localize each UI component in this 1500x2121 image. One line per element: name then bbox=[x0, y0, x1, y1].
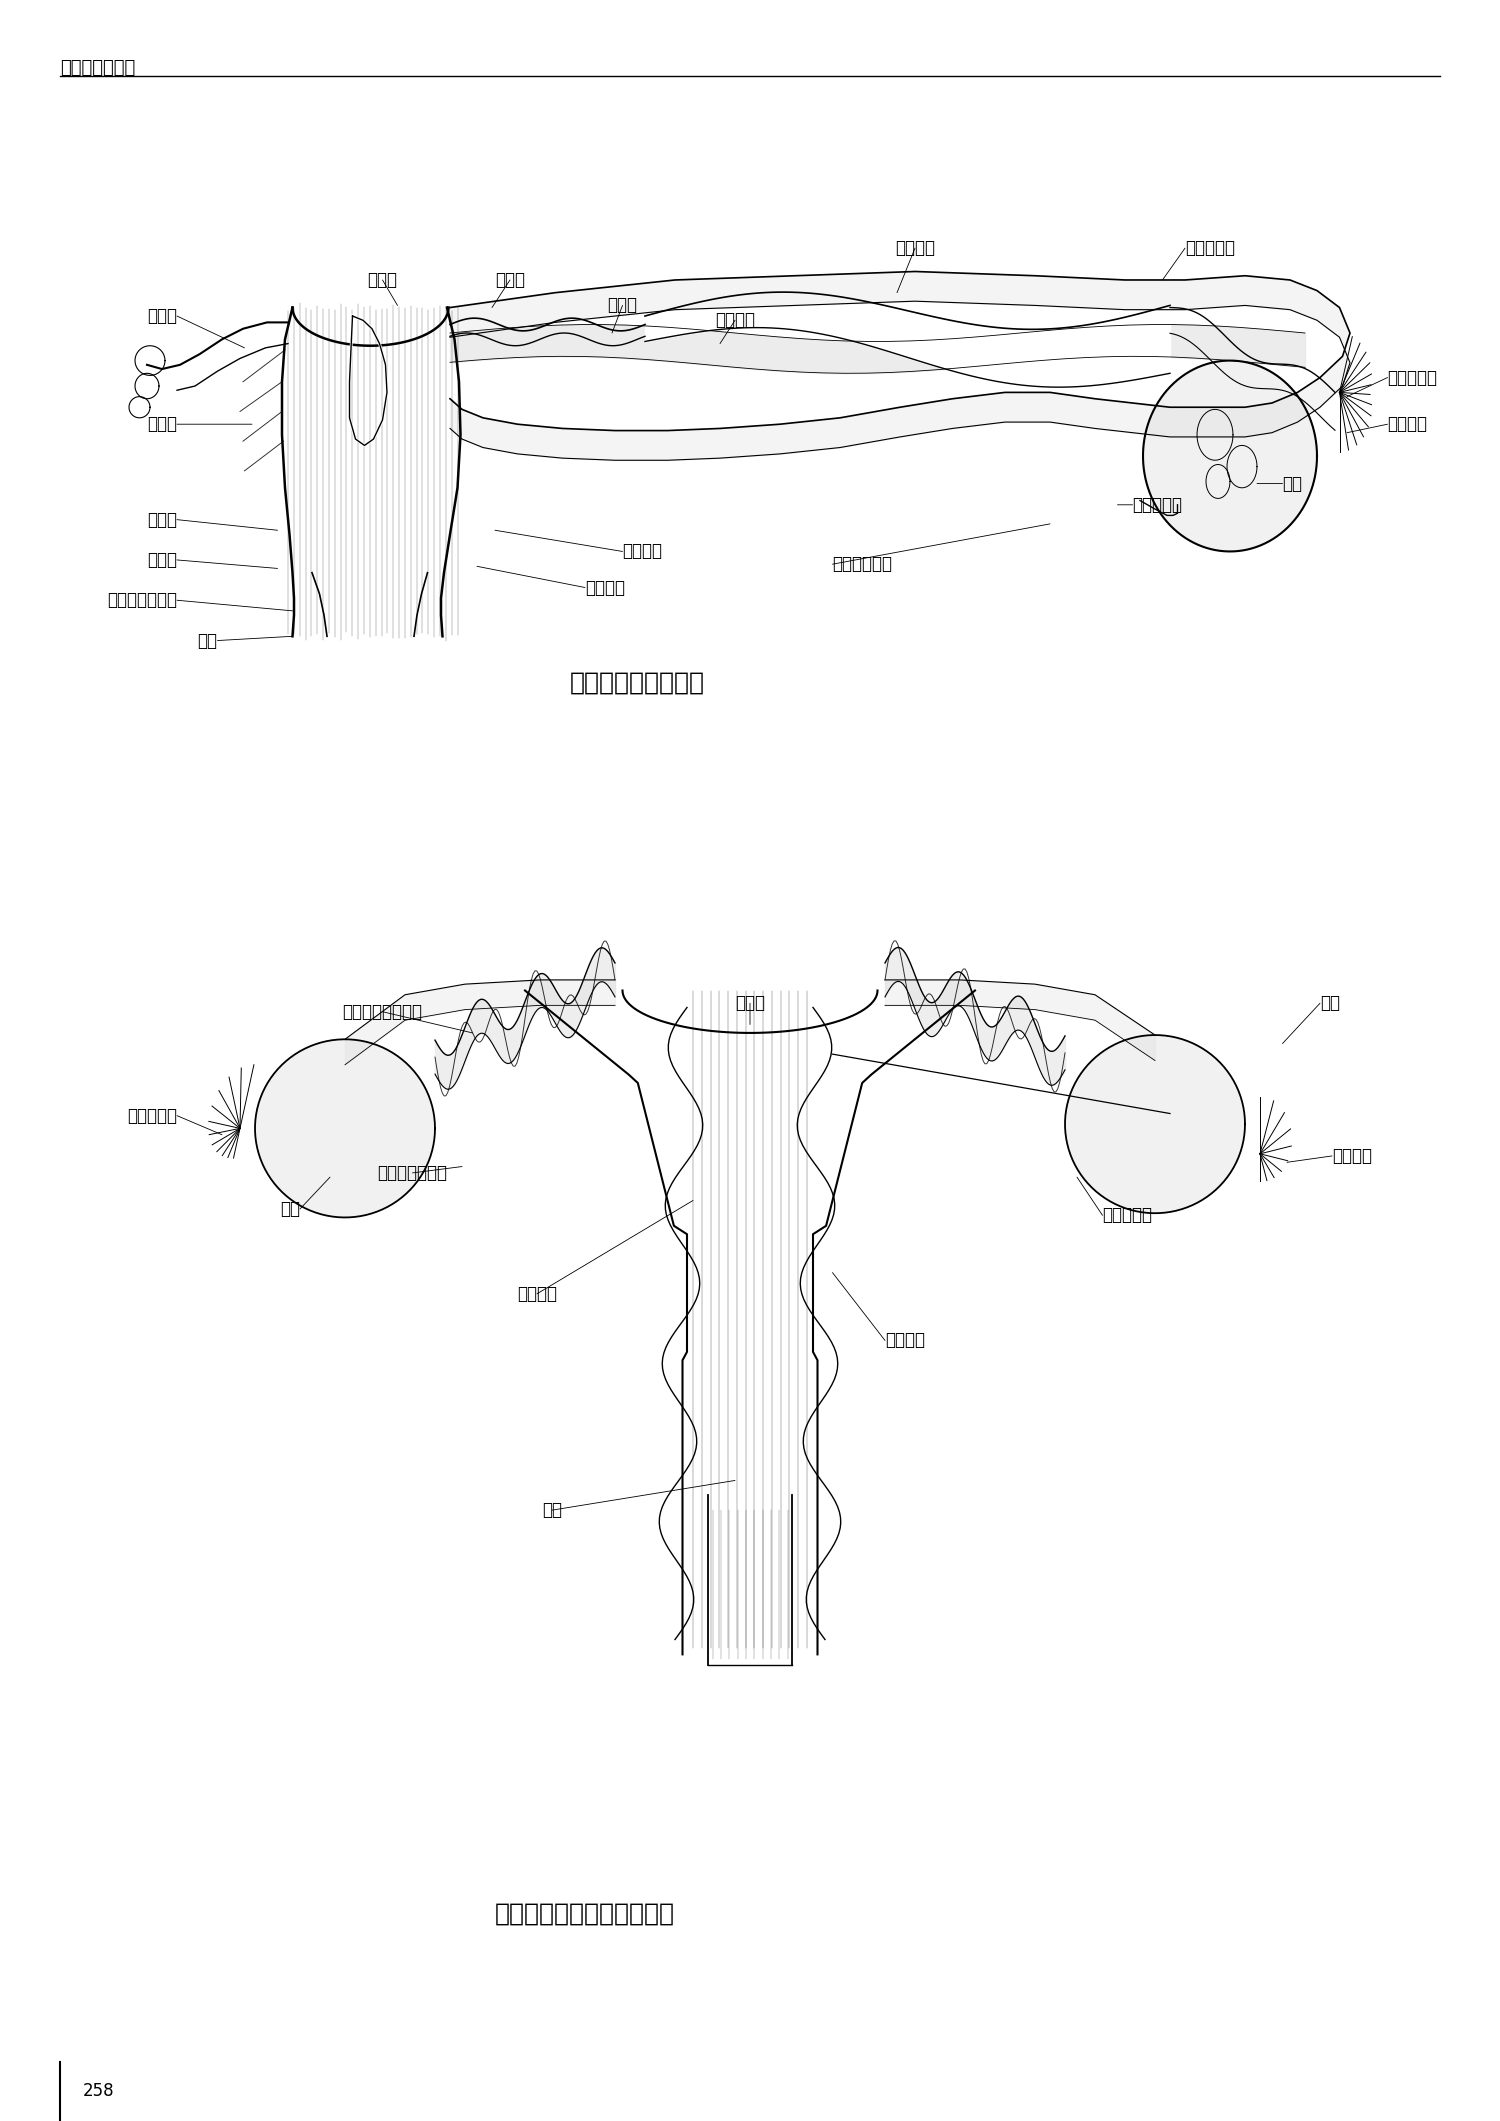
Text: 子宫峡: 子宫峡 bbox=[147, 511, 177, 528]
Text: 子宫内膜: 子宫内膜 bbox=[585, 579, 626, 596]
Text: 子宫肌层: 子宫肌层 bbox=[622, 543, 663, 560]
Polygon shape bbox=[1143, 361, 1317, 551]
Polygon shape bbox=[1065, 1035, 1245, 1213]
Text: 阴道穹（圆部）: 阴道穹（圆部） bbox=[106, 592, 177, 609]
Text: 输卵管漏斗: 输卵管漏斗 bbox=[128, 1107, 177, 1124]
Text: 子宫底: 子宫底 bbox=[735, 995, 765, 1012]
Text: 子宫颈: 子宫颈 bbox=[147, 551, 177, 568]
Text: 输卵管伞: 输卵管伞 bbox=[1388, 416, 1428, 433]
Text: 输卵管壶: 输卵管壶 bbox=[896, 240, 934, 257]
Text: 子宫动脉: 子宫动脉 bbox=[518, 1285, 556, 1302]
Text: 子宫、卵巢和输卵管的动脉: 子宫、卵巢和输卵管的动脉 bbox=[495, 1900, 675, 1926]
Text: 卵巢: 卵巢 bbox=[1282, 475, 1302, 492]
Text: 子宫底: 子宫底 bbox=[368, 271, 398, 288]
Text: 子宫动脉卵巢支: 子宫动脉卵巢支 bbox=[378, 1164, 447, 1181]
Text: 子宫圆韧带: 子宫圆韧带 bbox=[1102, 1207, 1152, 1224]
Text: 子宫动脉输卵管支: 子宫动脉输卵管支 bbox=[342, 1003, 423, 1020]
Text: 输卵管伞: 输卵管伞 bbox=[1332, 1147, 1372, 1164]
Text: 子宫、卵巢和输卵管: 子宫、卵巢和输卵管 bbox=[570, 670, 705, 696]
Text: 258: 258 bbox=[82, 2083, 114, 2100]
Text: 子宫部: 子宫部 bbox=[608, 297, 638, 314]
Text: 子宫体: 子宫体 bbox=[147, 416, 177, 433]
Text: 卵巢: 卵巢 bbox=[1320, 995, 1340, 1012]
Polygon shape bbox=[255, 1039, 435, 1217]
Text: 输卵管浆膜: 输卵管浆膜 bbox=[1185, 240, 1234, 257]
Text: 阴道: 阴道 bbox=[542, 1502, 562, 1519]
Text: 子宫圆韧带: 子宫圆韧带 bbox=[1132, 496, 1182, 513]
Text: 外科解剖学图谱: 外科解剖学图谱 bbox=[60, 59, 135, 76]
Text: 输卵管峡: 输卵管峡 bbox=[716, 312, 754, 329]
Text: 阴道: 阴道 bbox=[198, 632, 217, 649]
Text: 输卵管漏斗: 输卵管漏斗 bbox=[1388, 369, 1437, 386]
Text: 子宫角: 子宫角 bbox=[147, 308, 177, 325]
Text: 卵巢: 卵巢 bbox=[280, 1200, 300, 1217]
Text: 子宫腔: 子宫腔 bbox=[495, 271, 525, 288]
Text: 子宫动脉: 子宫动脉 bbox=[885, 1332, 926, 1349]
Text: 卵巢固有韧带: 卵巢固有韧带 bbox=[833, 556, 892, 573]
